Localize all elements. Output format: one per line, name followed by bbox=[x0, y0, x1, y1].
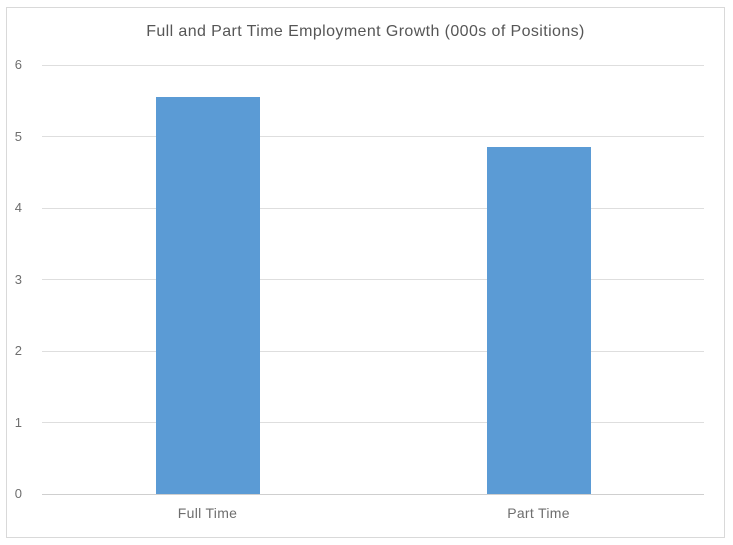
y-tick-label-4: 4 bbox=[14, 200, 22, 215]
y-tick-label-5: 5 bbox=[14, 128, 22, 144]
gridline-y2 bbox=[42, 350, 704, 352]
gridline-y4 bbox=[42, 207, 704, 209]
gridline-y1 bbox=[42, 422, 704, 423]
y-tick-label-6: 6 bbox=[14, 57, 22, 72]
x-axis: Full Time Part Time bbox=[42, 494, 704, 534]
x-axis-baseline bbox=[42, 493, 704, 495]
gridline-y3 bbox=[42, 279, 704, 280]
y-tick-label-0: 0 bbox=[14, 486, 22, 501]
gridline-y6 bbox=[42, 64, 704, 66]
x-category-label-part-time: Part Time bbox=[507, 505, 570, 521]
x-category-label-full-time: Full Time bbox=[177, 505, 238, 521]
y-tick-label-2: 2 bbox=[14, 343, 22, 358]
gridline-y5 bbox=[42, 136, 704, 137]
y-tick-label-3: 3 bbox=[14, 271, 22, 287]
chart-title: Full and Part Time Employment Growth (00… bbox=[146, 23, 585, 40]
chart-frame: Full and Part Time Employment Growth (00… bbox=[6, 7, 725, 538]
bar-part-time bbox=[486, 147, 591, 494]
plot-area: 6 5 4 3 2 1 0 bbox=[15, 57, 704, 501]
y-tick-label-1: 1 bbox=[14, 414, 22, 430]
bar-full-time bbox=[155, 97, 260, 494]
